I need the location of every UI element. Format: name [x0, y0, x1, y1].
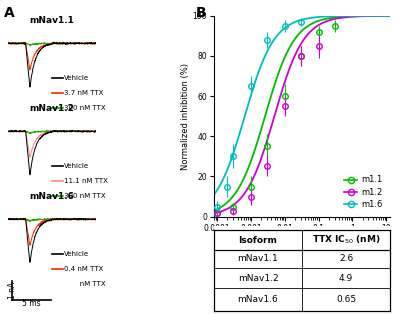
Legend: m1.1, m1.2, m1.6: m1.1, m1.2, m1.6 — [341, 172, 386, 213]
Text: 0.4 nM TTX: 0.4 nM TTX — [64, 266, 104, 272]
Text: 3.7 nM TTX: 3.7 nM TTX — [64, 90, 104, 96]
Text: 5 ms: 5 ms — [22, 299, 40, 308]
X-axis label: TTX [μM]: TTX [μM] — [277, 236, 327, 246]
Text: 2.6: 2.6 — [339, 254, 353, 263]
Text: B: B — [196, 6, 207, 20]
Text: 0.65: 0.65 — [336, 295, 356, 304]
Text: 300 nM TTX: 300 nM TTX — [64, 281, 106, 287]
Text: mNav1.6: mNav1.6 — [238, 295, 278, 304]
Text: Vehicle: Vehicle — [64, 75, 90, 81]
Text: mNav1.2: mNav1.2 — [238, 274, 278, 283]
Text: 300 nM TTX: 300 nM TTX — [64, 106, 106, 111]
Text: Vehicle: Vehicle — [64, 163, 90, 169]
Text: mNav1.1: mNav1.1 — [238, 254, 278, 263]
Text: mNav1.2: mNav1.2 — [30, 105, 74, 113]
Text: mNav1.1: mNav1.1 — [30, 17, 74, 25]
Text: Isoform: Isoform — [238, 236, 278, 245]
Text: 4.9: 4.9 — [339, 274, 353, 283]
Text: 300 nM TTX: 300 nM TTX — [64, 193, 106, 199]
Text: TTX IC$_{50}$ (nM): TTX IC$_{50}$ (nM) — [312, 234, 380, 246]
Y-axis label: Normalized inhibition (%): Normalized inhibition (%) — [181, 63, 190, 170]
Text: Vehicle: Vehicle — [64, 251, 90, 257]
Text: 11.1 nM TTX: 11.1 nM TTX — [64, 178, 108, 184]
Text: 1 nA: 1 nA — [8, 282, 17, 299]
Text: mNav1.6: mNav1.6 — [30, 192, 74, 201]
Text: A: A — [4, 6, 15, 20]
